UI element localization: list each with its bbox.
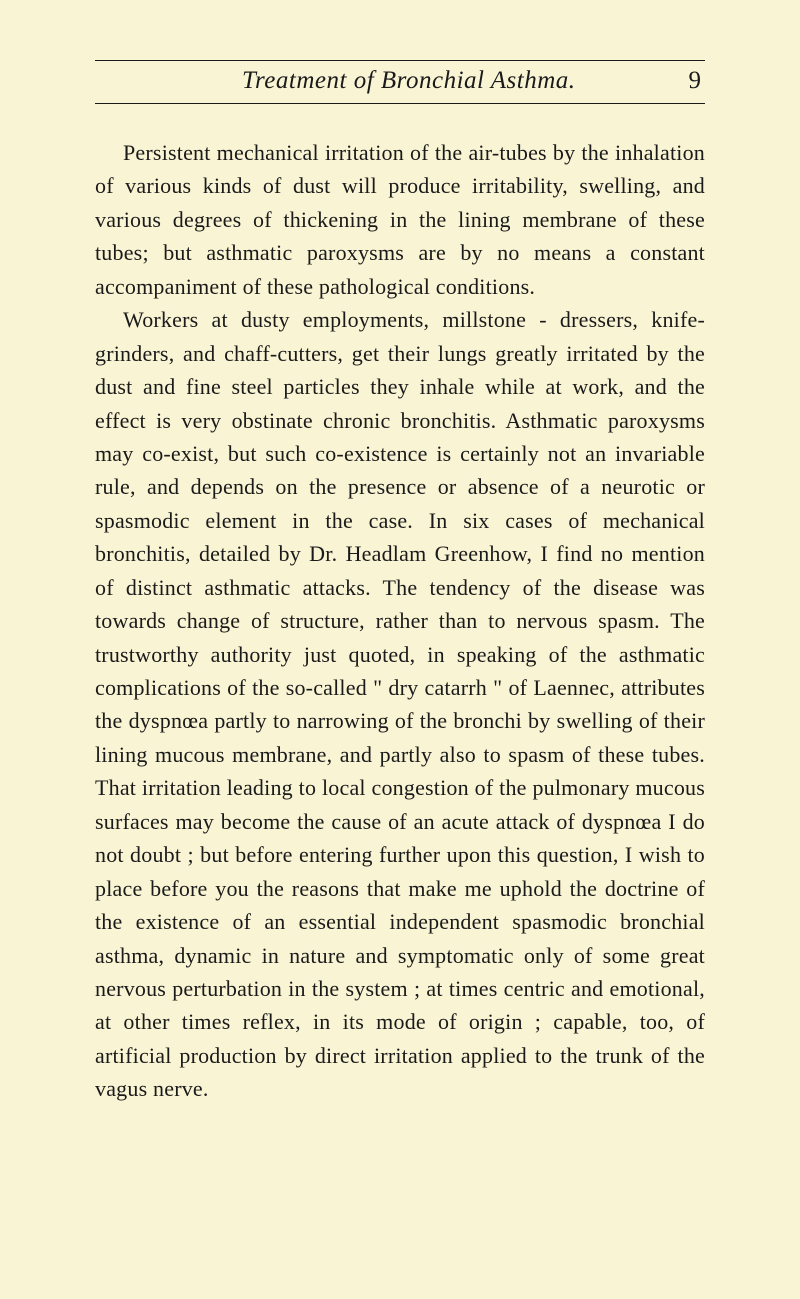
header-rule-top [95, 60, 705, 61]
header-rule-bottom [95, 103, 705, 104]
page-content: Treatment of Bronchial Asthma. 9 Persist… [95, 60, 705, 1229]
paragraph-2: Workers at dusty employments, millstone … [95, 303, 705, 1106]
header-line: Treatment of Bronchial Asthma. 9 [95, 67, 705, 103]
page-number: 9 [689, 67, 702, 95]
header-title: Treatment of Bronchial Asthma. [99, 67, 689, 95]
paragraph-1: Persistent mechanical irritation of the … [95, 136, 705, 303]
body-text: Persistent mechanical irritation of the … [95, 136, 705, 1106]
